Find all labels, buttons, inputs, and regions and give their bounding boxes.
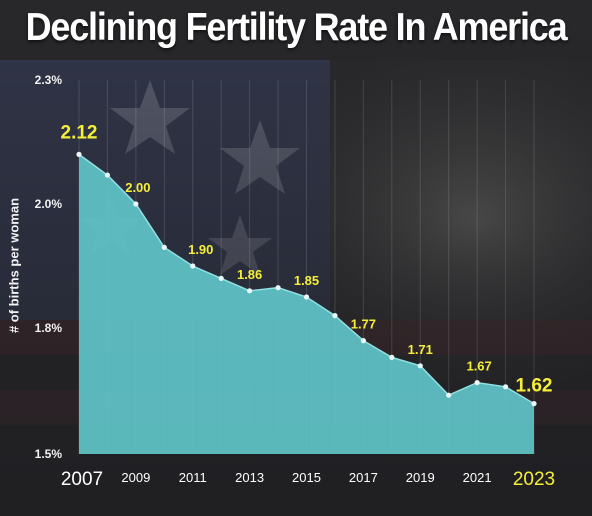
y-tick-label: 1.8% bbox=[35, 321, 63, 335]
x-tick-label: 2013 bbox=[235, 470, 264, 485]
data-point bbox=[531, 401, 537, 407]
y-tick-label: 2.3% bbox=[35, 73, 63, 87]
x-tick-label: 2009 bbox=[121, 470, 150, 485]
data-label: 1.90 bbox=[188, 242, 213, 257]
data-point bbox=[474, 380, 480, 386]
chart-title: Declining Fertility Rate In America bbox=[25, 4, 568, 49]
x-tick-label: 2007 bbox=[61, 469, 103, 490]
data-point bbox=[360, 338, 366, 344]
data-point bbox=[303, 294, 310, 300]
y-tick-label: 2.0% bbox=[35, 197, 63, 211]
data-point bbox=[417, 363, 423, 369]
data-point bbox=[275, 285, 281, 291]
data-point bbox=[104, 172, 111, 178]
data-point bbox=[332, 313, 338, 319]
data-label: 2.00 bbox=[125, 180, 150, 195]
x-tick-label: 2017 bbox=[349, 470, 378, 485]
data-label: 1.62 bbox=[516, 376, 553, 397]
data-point bbox=[190, 263, 196, 269]
data-point bbox=[218, 275, 224, 281]
x-tick-label: 2023 bbox=[513, 469, 555, 490]
area-fill bbox=[79, 154, 534, 454]
data-point bbox=[502, 384, 509, 390]
data-label: 1.77 bbox=[351, 317, 376, 332]
data-label: 1.67 bbox=[466, 359, 491, 374]
x-tick-label: 2015 bbox=[292, 470, 321, 485]
y-tick-label: 1.5% bbox=[35, 447, 63, 461]
data-point bbox=[247, 288, 253, 294]
data-point bbox=[76, 151, 82, 157]
data-label: 1.71 bbox=[408, 342, 433, 357]
data-point bbox=[133, 201, 139, 207]
data-label: 2.12 bbox=[61, 122, 98, 143]
data-point bbox=[389, 354, 395, 360]
data-point bbox=[161, 244, 167, 250]
data-point bbox=[446, 392, 452, 398]
x-tick-label: 2011 bbox=[179, 470, 207, 485]
data-label: 1.85 bbox=[294, 273, 319, 288]
x-tick-label: 2019 bbox=[406, 470, 435, 485]
x-tick-label: 2021 bbox=[463, 470, 492, 485]
data-label: 1.86 bbox=[237, 267, 262, 282]
